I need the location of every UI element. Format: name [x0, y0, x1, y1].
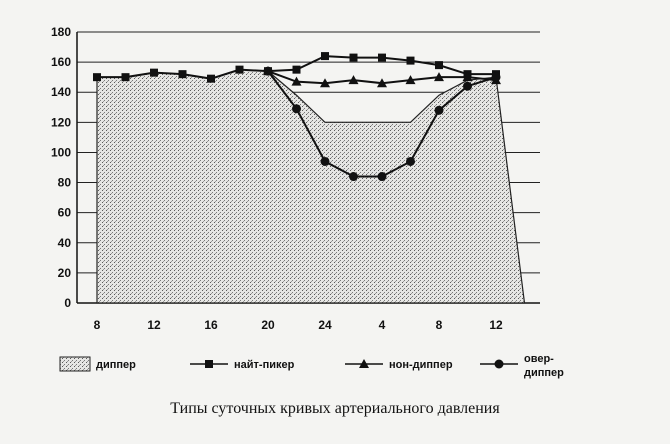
chart: 0 20 40 60 80 100 120 140 160 180 8 12 16 20 24 4 8 12 ди… — [51, 25, 564, 379]
data-point — [378, 53, 386, 62]
legend: диппер найт-пикер нон-диппер овер-диппер — [59, 353, 564, 379]
data-point — [292, 65, 301, 74]
data-point — [406, 156, 415, 166]
legend-label: овер- — [524, 353, 554, 365]
data-point — [349, 53, 358, 62]
data-point — [321, 52, 329, 61]
data-point — [178, 70, 187, 79]
legend-marker — [494, 359, 504, 369]
x-tick-label: 20 — [261, 318, 275, 332]
data-point — [377, 78, 387, 88]
data-point — [150, 68, 158, 77]
data-point — [349, 172, 358, 182]
x-tick-label: 12 — [147, 318, 161, 332]
series-area-диппер — [96, 69, 526, 304]
data-point — [434, 105, 444, 115]
y-tick-label: 80 — [58, 176, 72, 190]
data-point — [207, 74, 215, 83]
data-point — [93, 73, 101, 82]
data-point — [405, 75, 416, 85]
y-tick-label: 60 — [58, 206, 72, 220]
y-tick-label: 160 — [51, 55, 71, 69]
y-tick-label: 40 — [58, 236, 72, 250]
legend-swatch — [59, 356, 91, 372]
data-point — [121, 73, 130, 82]
y-tick-label: 180 — [51, 25, 71, 39]
data-point — [463, 81, 472, 91]
legend-marker — [359, 359, 369, 368]
x-tick-label: 16 — [204, 318, 218, 332]
data-point — [491, 72, 501, 82]
data-point — [462, 72, 473, 82]
legend-marker — [205, 360, 213, 368]
x-tick-label: 24 — [318, 318, 332, 332]
legend-label: диппер — [524, 367, 564, 379]
figure-caption: Типы суточных кривых артериального давле… — [170, 400, 500, 417]
data-point — [235, 65, 244, 74]
data-point — [406, 56, 415, 65]
data-point — [292, 104, 301, 114]
data-point — [320, 78, 330, 88]
x-tick-label: 8 — [436, 318, 443, 332]
y-tick-label: 20 — [58, 266, 72, 280]
data-point — [377, 172, 387, 182]
legend-label: нон-диппер — [389, 359, 453, 371]
data-point — [263, 66, 273, 76]
y-tick-label: 120 — [51, 115, 71, 129]
data-point — [435, 61, 443, 70]
data-point — [348, 75, 359, 85]
x-tick-label: 4 — [379, 318, 386, 332]
y-tick-label: 140 — [51, 85, 71, 99]
legend-label: найт-пикер — [234, 359, 295, 371]
plot-area: 0 20 40 60 80 100 120 140 160 180 8 12 16 20 24 4 8 12 — [51, 25, 540, 332]
x-tick-label: 8 — [94, 318, 101, 332]
x-tick-label: 12 — [489, 318, 503, 332]
legend-label: диппер — [96, 359, 136, 371]
y-tick-label: 0 — [64, 296, 71, 310]
y-tick-label: 100 — [51, 145, 71, 159]
data-point — [434, 72, 444, 82]
data-point — [320, 156, 330, 166]
data-point — [291, 76, 302, 86]
